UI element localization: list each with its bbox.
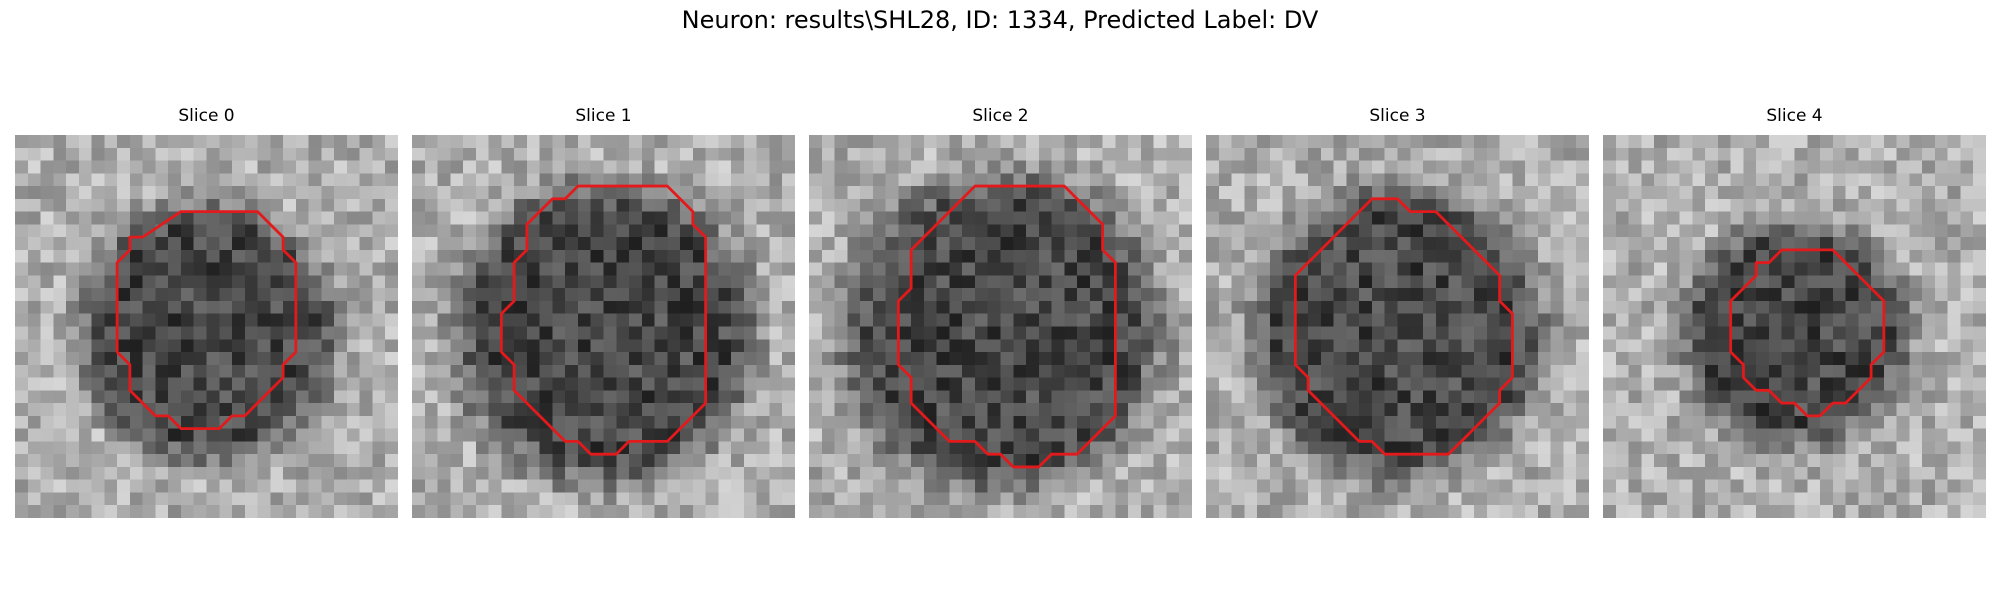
slice-image [809, 135, 1192, 518]
roi-contour [115, 210, 298, 431]
slice-image [412, 135, 795, 518]
roi-contour [896, 184, 1117, 469]
slice-title: Slice 3 [1369, 106, 1426, 126]
pixel-grid [809, 135, 1192, 518]
pixel-grid [1206, 135, 1589, 518]
slice-title: Slice 1 [575, 106, 632, 126]
slice-title: Slice 2 [972, 106, 1029, 126]
pixel-grid [1603, 135, 1986, 518]
roi-contour [1729, 248, 1886, 418]
slice-image [15, 135, 398, 518]
pixel-grid [15, 135, 398, 518]
pixel-grid [412, 135, 795, 518]
slice-title: Slice 0 [178, 106, 235, 126]
slice-image [1603, 135, 1986, 518]
slice-title: Slice 4 [1766, 106, 1823, 126]
roi-contour [1293, 197, 1514, 456]
figure-title: Neuron: results\SHL28, ID: 1334, Predict… [681, 6, 1319, 34]
roi-contour [499, 184, 708, 456]
slice-image [1206, 135, 1589, 518]
